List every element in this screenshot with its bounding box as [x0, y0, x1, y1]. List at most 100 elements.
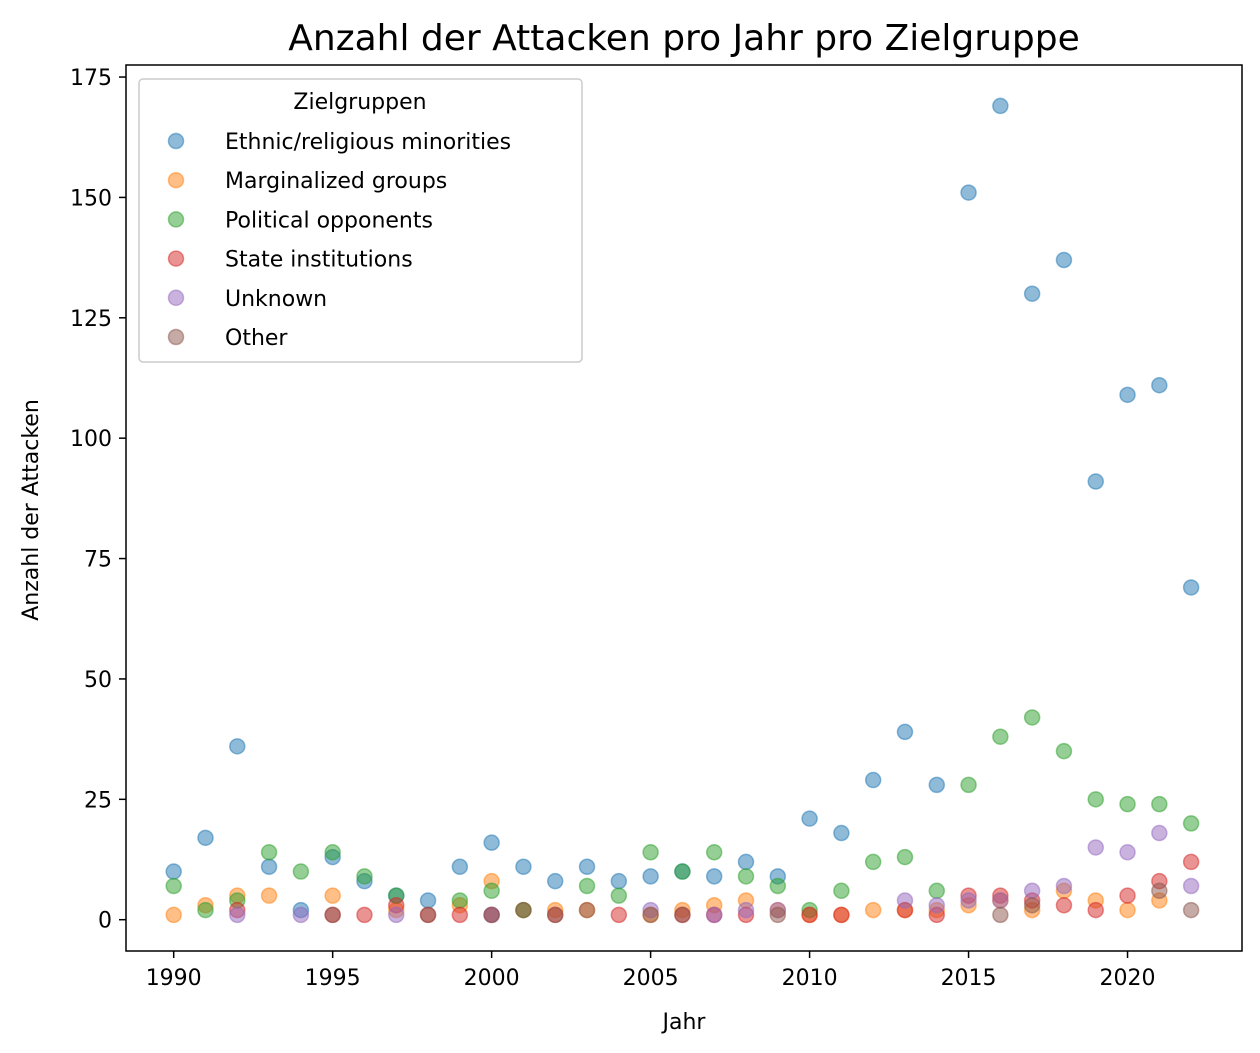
legend-marker [167, 132, 185, 150]
x-axis: 1990 1995 2000 2005 2010 2015 2020 [146, 951, 1156, 991]
data-point [960, 184, 977, 201]
y-tick-label: 150 [70, 186, 112, 211]
legend-marker [167, 328, 185, 346]
data-point [1087, 791, 1104, 808]
plot-frame [125, 64, 1243, 952]
data-point [642, 868, 659, 885]
data-point [1119, 844, 1136, 861]
data-point [1055, 877, 1073, 895]
data-point [992, 97, 1009, 115]
data-point [324, 887, 341, 904]
data-point [610, 906, 628, 924]
data-point [1151, 882, 1168, 900]
data-point [1182, 901, 1200, 919]
legend-label: Unknown [225, 287, 327, 312]
data-point [292, 863, 310, 880]
data-point [229, 906, 246, 924]
data-point [896, 723, 914, 741]
legend: Zielgruppen Ethnic/religious minorities M… [138, 78, 583, 363]
data-point [1119, 795, 1136, 813]
x-tick-label: 2010 [782, 966, 838, 991]
x-tick-label: 2005 [623, 966, 679, 991]
legend-label: Marginalized groups [225, 169, 447, 194]
data-point [483, 882, 500, 900]
data-point [356, 906, 373, 924]
data-point [1151, 795, 1168, 813]
data-point [1119, 386, 1136, 404]
data-point [1119, 901, 1136, 919]
x-tick-label: 2015 [941, 966, 997, 991]
data-point [833, 824, 850, 842]
x-tick-label: 1990 [146, 966, 202, 991]
data-point [1023, 882, 1041, 900]
data-point [833, 882, 850, 900]
y-tick-label: 175 [70, 66, 112, 91]
data-point [864, 853, 882, 871]
data-point [737, 901, 755, 919]
data-point [674, 863, 691, 880]
data-point [1087, 901, 1104, 919]
data-point [674, 906, 691, 924]
legend-marker [167, 171, 185, 189]
y-tick-label: 50 [84, 668, 112, 693]
data-point [546, 872, 564, 890]
data-point [928, 897, 946, 914]
legend-label: Political opponents [225, 208, 433, 233]
data-point [928, 882, 946, 900]
chart-title: Anzahl der Attacken pro Jahr pro Zielgru… [288, 18, 1080, 59]
y-tick-label: 100 [70, 427, 112, 452]
data-point [197, 901, 214, 919]
data-point [324, 906, 341, 924]
data-point [896, 892, 914, 909]
data-point [610, 887, 628, 904]
data-point [419, 892, 437, 909]
y-tick-label: 125 [70, 307, 112, 332]
data-point [1055, 742, 1073, 760]
data-point [642, 906, 659, 924]
data-point [1087, 473, 1104, 490]
data-point [388, 906, 405, 924]
data-point [1023, 709, 1041, 726]
data-point [896, 848, 914, 866]
y-tick-label: 0 [98, 909, 112, 934]
data-point [1055, 897, 1073, 914]
data-point [165, 877, 182, 895]
data-point [642, 844, 659, 861]
data-point [292, 906, 310, 924]
x-tick-label: 2020 [1100, 966, 1156, 991]
data-point [578, 877, 596, 895]
y-axis: 0 25 50 75 100 125 150 175 [70, 66, 126, 934]
y-axis-title: Anzahl der Attacken [19, 399, 44, 621]
legend-marker [167, 211, 185, 228]
data-point [992, 728, 1009, 745]
data-point [928, 776, 946, 794]
x-tick-label: 2000 [464, 966, 520, 991]
legend-title: Zielgruppen [293, 90, 426, 115]
data-point [992, 892, 1009, 909]
data-point [801, 810, 818, 827]
data-point [1023, 897, 1041, 914]
data-point [356, 868, 373, 885]
series-other [324, 882, 1200, 924]
y-tick-label: 25 [84, 788, 112, 813]
data-point [260, 887, 278, 904]
legend-marker [167, 250, 185, 267]
data-point [1182, 853, 1200, 871]
data-point [737, 868, 755, 885]
data-point [483, 906, 500, 924]
data-point [960, 776, 977, 794]
data-point [1087, 839, 1104, 856]
data-point [705, 906, 723, 924]
data-point [165, 863, 182, 880]
data-point [705, 844, 723, 861]
data-point [419, 906, 437, 924]
data-point [864, 901, 882, 919]
data-point [451, 906, 469, 924]
data-point [1151, 376, 1168, 394]
data-point [260, 858, 278, 875]
data-point [324, 844, 341, 861]
data-point [769, 877, 787, 895]
data-point [229, 738, 246, 755]
data-point [260, 844, 278, 861]
series-political-opponents [165, 709, 1200, 919]
